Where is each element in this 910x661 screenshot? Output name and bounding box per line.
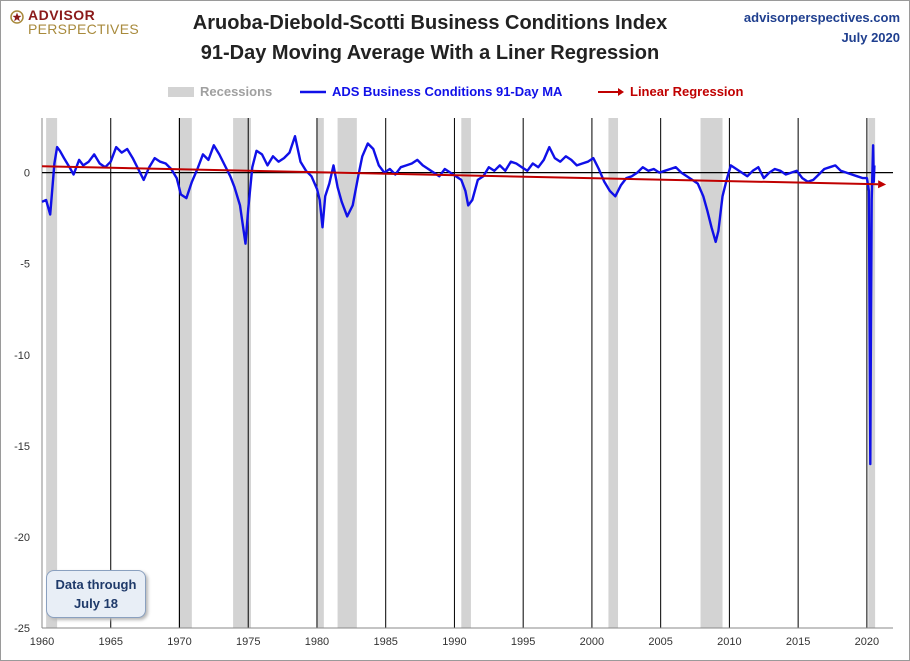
chart-subtitle: 91-Day Moving Average With a Liner Regre… [200, 42, 660, 64]
y-tick-label: -20 [14, 532, 30, 544]
x-tick-label: 2005 [648, 636, 672, 648]
recession-band [178, 118, 192, 628]
recession-band [700, 118, 723, 628]
x-tick-label: 2000 [580, 636, 604, 648]
y-tick-label: -25 [14, 623, 30, 635]
logo-line1: ADVISOR [28, 7, 96, 23]
chart-title: Aruoba-Diebold-Scotti Business Condition… [192, 12, 668, 34]
note-line2: July 18 [73, 596, 119, 611]
x-tick-label: 1960 [30, 636, 54, 648]
legend: Recessions ADS Business Conditions 91-Da… [0, 84, 910, 100]
recession-band [337, 118, 357, 628]
tick-labels: 1960 1965 1970 1975 1980 1985 1990 1995 2000 2005… [14, 168, 879, 648]
x-tick-label: 2020 [855, 636, 879, 648]
site-url[interactable]: advisorperspectives.com [743, 10, 900, 25]
x-tick-label: 1965 [98, 636, 122, 648]
legend-recessions-label: Recessions [200, 84, 273, 99]
recession-band [46, 118, 58, 628]
logo-line2: PERSPECTIVES [28, 21, 139, 37]
y-tick-label: -15 [14, 441, 30, 453]
recession-band [461, 118, 471, 628]
recession-swatch-icon [168, 86, 194, 97]
data-through-note: Data through July 18 [46, 570, 146, 618]
series-lines [41, 134, 887, 466]
x-tick-label: 1995 [511, 636, 535, 648]
legend-regression-label: Linear Regression [630, 84, 744, 99]
x-tick-label: 2010 [717, 636, 741, 648]
x-tick-label: 1990 [442, 636, 466, 648]
y-tick-label: -5 [20, 259, 30, 271]
x-tick-label: 2015 [786, 636, 810, 648]
red-arrow-swatch-icon [598, 87, 624, 96]
legend-ads-label: ADS Business Conditions 91-Day MA [332, 84, 563, 99]
site-info: advisorperspectives.com July 2020 [744, 8, 900, 48]
logo: ADVISOR PERSPECTIVES [10, 8, 139, 36]
recession-band [316, 118, 324, 628]
blue-line-swatch-icon [300, 90, 326, 93]
ads-series-line [41, 134, 876, 466]
vertical-gridlines [110, 118, 868, 628]
x-tick-label: 1975 [236, 636, 260, 648]
note-line1: Data through [55, 577, 137, 592]
x-tick-label: 1970 [167, 636, 191, 648]
report-date: July 2020 [841, 30, 900, 45]
y-tick-label: 0 [24, 168, 30, 180]
x-tick-label: 1985 [373, 636, 397, 648]
x-tick-label: 1980 [305, 636, 329, 648]
legend-recessions: Recessions [168, 84, 272, 99]
recession-band [233, 118, 251, 628]
regression-line [41, 165, 879, 186]
recession-bands [46, 118, 876, 628]
legend-regression: Linear Regression [598, 84, 743, 99]
star-icon [10, 10, 24, 24]
regression-arrowhead [878, 180, 887, 189]
recession-band [608, 118, 619, 628]
y-tick-label: -10 [14, 350, 30, 362]
legend-ads: ADS Business Conditions 91-Day MA [300, 84, 562, 99]
